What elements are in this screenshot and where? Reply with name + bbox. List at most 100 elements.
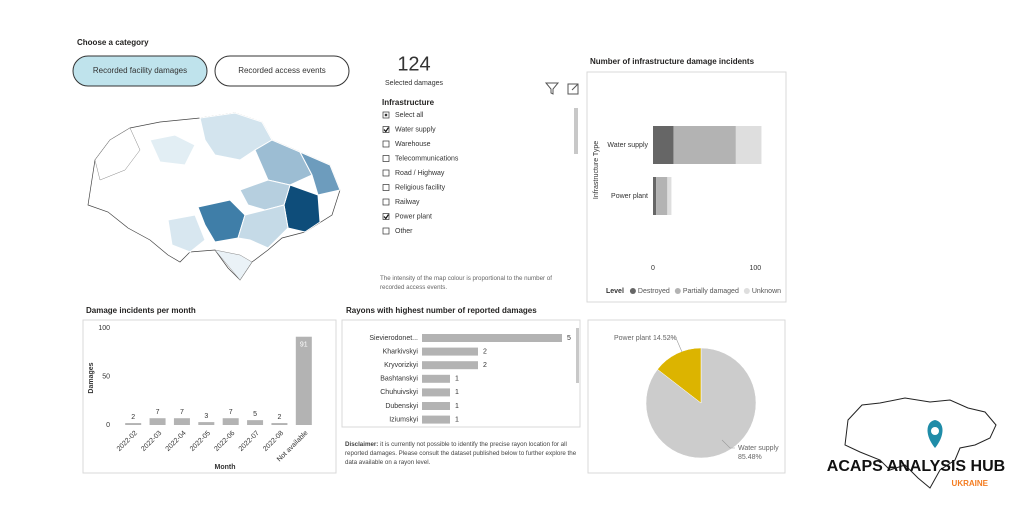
checkbox[interactable] bbox=[382, 227, 390, 235]
category-label: Chuhuivskyi bbox=[380, 389, 418, 396]
value-label: 2 bbox=[483, 348, 487, 355]
bar-segment bbox=[673, 126, 736, 164]
bar bbox=[422, 402, 450, 410]
filter-icon[interactable] bbox=[544, 82, 560, 95]
slicer-item[interactable]: Select all bbox=[395, 112, 424, 119]
checkbox[interactable] bbox=[382, 213, 390, 220]
category-label: Sievierodonet... bbox=[369, 335, 418, 342]
scrollbar[interactable] bbox=[574, 108, 578, 154]
focus-icon[interactable] bbox=[567, 83, 579, 95]
pie-slice bbox=[657, 347, 702, 404]
partial-mark bbox=[384, 113, 388, 117]
checkbox[interactable] bbox=[382, 140, 390, 148]
bar-segment bbox=[653, 126, 674, 164]
x-tick-label: 0 bbox=[651, 265, 655, 272]
value-label: 1 bbox=[455, 376, 459, 383]
bar bbox=[173, 418, 190, 425]
value-label: 1 bbox=[455, 389, 459, 396]
disclaimer-text: it is currently not possible to identify… bbox=[345, 441, 577, 466]
bar bbox=[198, 422, 215, 425]
legend-label: Destroyed bbox=[638, 288, 670, 295]
bar-segment bbox=[667, 177, 672, 215]
kpi-value: 124 bbox=[397, 53, 430, 75]
bar-segment bbox=[735, 126, 762, 164]
slicer-item[interactable]: Water supply bbox=[395, 126, 436, 133]
disclaimer: Disclaimer: it is currently not possible… bbox=[345, 440, 585, 467]
map-region bbox=[167, 214, 206, 253]
pie-label-value: 14.52% bbox=[653, 335, 677, 342]
pie-label-name: Water supply bbox=[738, 445, 779, 452]
bar bbox=[125, 423, 142, 425]
map-note: The intensity of the map colour is propo… bbox=[380, 275, 552, 291]
chart-title: Damage incidents per month bbox=[86, 306, 196, 315]
checkbox[interactable] bbox=[382, 169, 390, 177]
value-label: 2 bbox=[277, 414, 281, 421]
value-label: 7 bbox=[180, 409, 184, 416]
pie-label-name: Power plant bbox=[614, 335, 651, 342]
map bbox=[87, 112, 341, 281]
value-label: 1 bbox=[455, 403, 459, 410]
y-tick-label: 0 bbox=[106, 422, 110, 429]
check-mark bbox=[383, 127, 389, 133]
legend-label: Unknown bbox=[752, 288, 781, 295]
category-label: Kryvorizkyi bbox=[384, 362, 418, 369]
disclaimer-label: Disclaimer: bbox=[345, 441, 379, 448]
bar bbox=[422, 388, 450, 397]
bar bbox=[422, 415, 450, 424]
value-label: 7 bbox=[229, 409, 233, 416]
category-label: Iziumskyi bbox=[389, 416, 418, 423]
leader-line bbox=[721, 439, 735, 449]
value-label: 5 bbox=[253, 411, 257, 418]
leader-line bbox=[668, 337, 683, 353]
category-label: Choose a category bbox=[77, 38, 149, 47]
checkbox[interactable] bbox=[382, 155, 390, 162]
slicer-item[interactable]: Telecommunications bbox=[395, 155, 459, 162]
slicer-item[interactable]: Other bbox=[395, 228, 413, 235]
checkbox[interactable] bbox=[382, 126, 390, 133]
category-label: Water supply bbox=[607, 142, 648, 149]
button-label[interactable]: Recorded facility damages bbox=[93, 66, 187, 75]
legend-label: Partially damaged bbox=[683, 288, 739, 295]
checkbox[interactable] bbox=[382, 184, 390, 191]
category-label: Bashtanskyi bbox=[380, 376, 418, 383]
legend-marker bbox=[629, 288, 636, 294]
logo-title: ACAPS ANALYSIS HUB bbox=[827, 458, 1005, 475]
axis-title: Month bbox=[215, 464, 236, 471]
axis-title: Infrastructure Type bbox=[593, 141, 600, 199]
logo-map bbox=[844, 397, 997, 489]
bar bbox=[271, 423, 288, 425]
pie-label: Water supply 85.48% bbox=[738, 445, 779, 461]
bar bbox=[295, 336, 312, 425]
legend-title: Level bbox=[606, 288, 624, 295]
value-label: 7 bbox=[156, 409, 160, 416]
logo-pin-dot bbox=[931, 427, 939, 435]
map-region bbox=[149, 134, 196, 166]
check-mark bbox=[383, 214, 389, 220]
category-button[interactable] bbox=[214, 55, 350, 87]
slicer-title: Infrastructure bbox=[382, 98, 435, 107]
slicer-item[interactable]: Railway bbox=[395, 199, 420, 206]
slicer-item[interactable]: Warehouse bbox=[395, 141, 431, 148]
slicer-item[interactable]: Religious facility bbox=[395, 184, 446, 191]
x-tick-label: 100 bbox=[749, 265, 761, 272]
bar bbox=[422, 361, 478, 370]
slicer-item[interactable]: Road / Highway bbox=[395, 170, 445, 177]
checkbox[interactable] bbox=[382, 198, 390, 206]
slicer-item[interactable]: Power plant bbox=[395, 213, 432, 220]
bar bbox=[422, 374, 450, 383]
value-label: 2 bbox=[483, 362, 487, 369]
bar bbox=[222, 418, 239, 425]
panel bbox=[82, 319, 337, 474]
button-label[interactable]: Recorded access events bbox=[238, 66, 326, 75]
category-button[interactable] bbox=[72, 55, 208, 87]
value-label: 2 bbox=[131, 414, 135, 421]
legend-marker bbox=[743, 288, 750, 294]
legend-marker bbox=[674, 288, 681, 294]
map-region bbox=[94, 127, 141, 181]
bar bbox=[247, 420, 264, 425]
value-label: 1 bbox=[455, 416, 459, 423]
category-label: Kharkivskyi bbox=[383, 348, 419, 355]
bar bbox=[422, 334, 562, 342]
scrollbar[interactable] bbox=[576, 328, 579, 383]
